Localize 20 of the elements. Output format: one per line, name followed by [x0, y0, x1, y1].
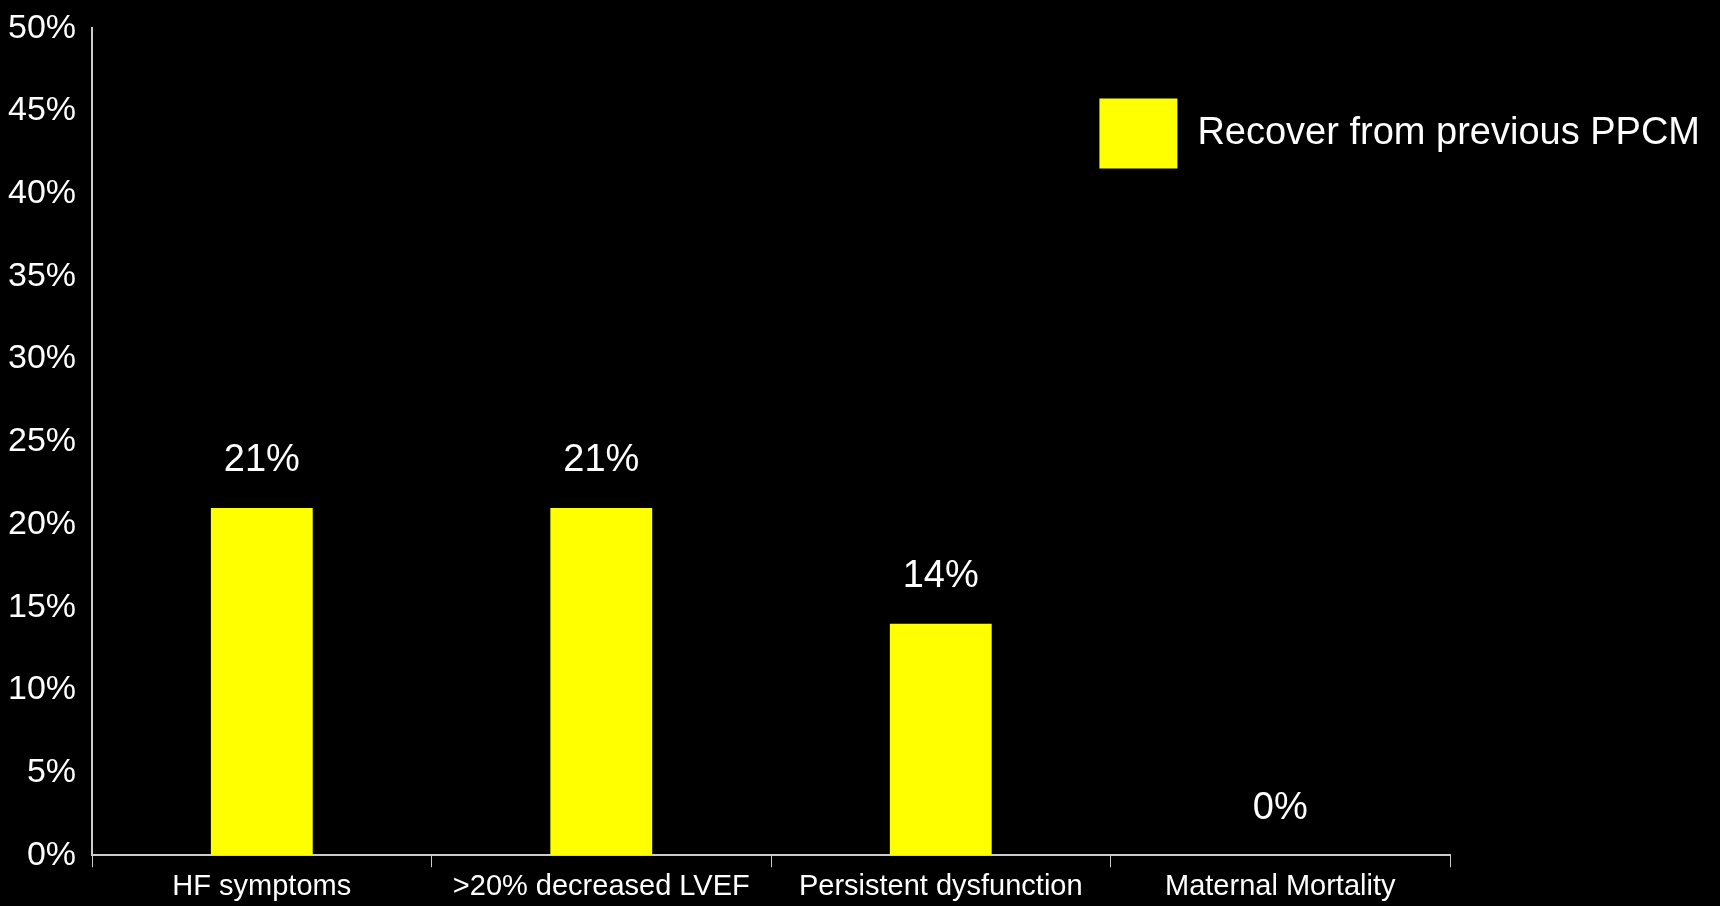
y-tick-label: 45%: [7, 89, 77, 128]
y-tick-label: 0%: [26, 833, 77, 872]
text: 14%: [902, 553, 979, 596]
x-tick-label: Persistent dysfunction: [798, 868, 1083, 901]
y-tick-label: 35%: [7, 254, 77, 293]
x-tick-label: Maternal Mortality: [1165, 868, 1396, 901]
text: 0%: [1252, 784, 1308, 827]
y-tick-label: 40%: [7, 172, 77, 211]
text: 21%: [223, 437, 300, 480]
y-tick-label: 30%: [7, 337, 77, 376]
y-tick-label: 20%: [7, 502, 77, 541]
y-tick-label: 25%: [7, 420, 77, 459]
legend-label: Recover from previous PPCM: [1197, 109, 1700, 152]
x-tick-label: >20% decreased LVEF: [452, 868, 750, 901]
y-tick-label: 15%: [7, 585, 77, 624]
text: 21%: [563, 437, 640, 480]
y-tick-label: 10%: [7, 668, 77, 707]
y-tick-label: 50%: [7, 6, 77, 45]
y-tick-label: 5%: [26, 750, 77, 789]
x-tick-label: HF symptoms: [172, 868, 352, 901]
